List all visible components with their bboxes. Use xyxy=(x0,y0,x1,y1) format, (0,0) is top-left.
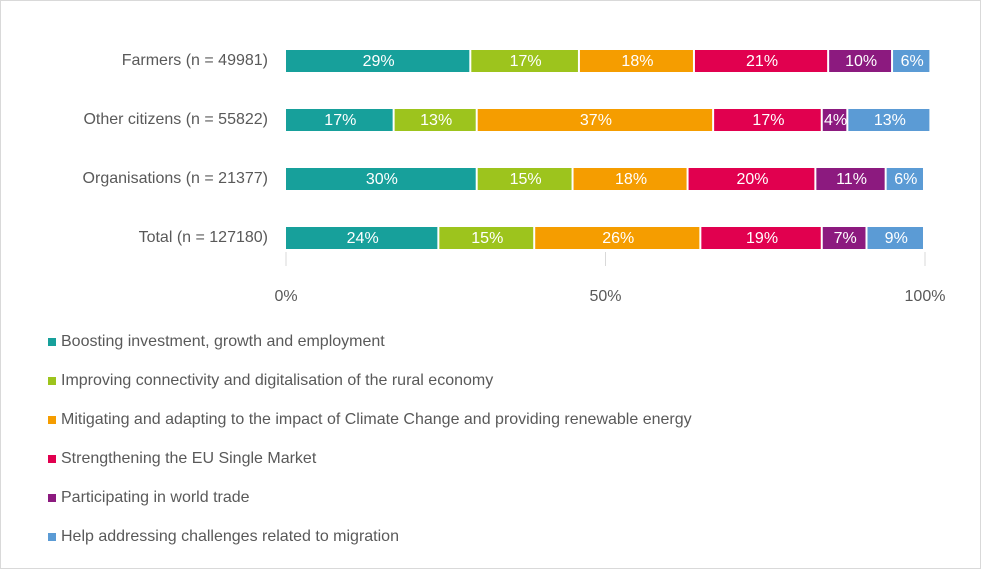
legend-label: Mitigating and adapting to the impact of… xyxy=(61,411,692,428)
bar-segment xyxy=(829,50,892,72)
data-label: 6% xyxy=(894,171,917,188)
x-tick-label: 100% xyxy=(905,288,946,305)
bar-segment xyxy=(694,50,828,72)
category-label: Farmers (n = 49981) xyxy=(122,52,268,69)
bar-segment xyxy=(893,50,930,72)
data-label: 17% xyxy=(510,53,542,70)
bar-segment xyxy=(535,227,700,249)
data-label: 15% xyxy=(510,171,542,188)
legend-swatch xyxy=(48,494,56,502)
data-label: 21% xyxy=(746,53,778,70)
data-label: 10% xyxy=(845,53,877,70)
bar-segment xyxy=(286,227,438,249)
bar-segment xyxy=(701,227,821,249)
legend-swatch xyxy=(48,338,56,346)
bar-segment xyxy=(439,227,534,249)
bar-segment xyxy=(822,227,866,249)
legend-swatch xyxy=(48,455,56,463)
data-label: 15% xyxy=(471,230,503,247)
bar-segment xyxy=(822,109,847,131)
bar-segment xyxy=(714,109,821,131)
bar-segment xyxy=(471,50,578,72)
legend-swatch xyxy=(48,533,56,541)
category-label: Organisations (n = 21377) xyxy=(83,170,268,187)
legend-label: Improving connectivity and digitalisatio… xyxy=(61,372,493,389)
legend-label: Boosting investment, growth and employme… xyxy=(61,333,385,350)
bar-segment xyxy=(286,50,470,72)
data-label: 29% xyxy=(363,53,395,70)
data-label: 11% xyxy=(836,171,867,188)
x-tick-label: 50% xyxy=(589,288,621,305)
bar-segment xyxy=(286,109,393,131)
data-label: 6% xyxy=(901,53,924,70)
bar-segment xyxy=(477,109,713,131)
bar-segment xyxy=(394,109,476,131)
bar-segment xyxy=(848,109,930,131)
data-label: 13% xyxy=(420,112,452,129)
data-label: 19% xyxy=(746,230,778,247)
data-label: 18% xyxy=(615,171,647,188)
bar-segment xyxy=(867,227,923,249)
legend-label: Strengthening the EU Single Market xyxy=(61,450,317,467)
data-label: 18% xyxy=(621,53,653,70)
bar-segment xyxy=(579,50,693,72)
data-label: 13% xyxy=(874,112,906,129)
x-tick-label: 0% xyxy=(274,288,297,305)
category-label: Other citizens (n = 55822) xyxy=(83,111,268,128)
bar-segment xyxy=(286,168,476,190)
bar-segment xyxy=(477,168,572,190)
data-label: 37% xyxy=(580,112,612,129)
data-label: 26% xyxy=(602,230,634,247)
bar-segment xyxy=(573,168,687,190)
bar-segment xyxy=(886,168,923,190)
category-label: Total (n = 127180) xyxy=(139,229,268,246)
data-label: 24% xyxy=(347,230,379,247)
data-label: 4% xyxy=(824,112,847,129)
data-label: 17% xyxy=(752,112,784,129)
data-label: 7% xyxy=(834,230,857,247)
legend-swatch xyxy=(48,377,56,385)
bar-segment xyxy=(816,168,885,190)
bar-segment xyxy=(688,168,815,190)
data-label: 20% xyxy=(736,171,768,188)
legend-swatch xyxy=(48,416,56,424)
data-label: 30% xyxy=(366,171,398,188)
data-label: 17% xyxy=(324,112,356,129)
legend-label: Help addressing challenges related to mi… xyxy=(61,528,399,545)
data-label: 9% xyxy=(885,230,908,247)
legend-label: Participating in world trade xyxy=(61,489,250,506)
